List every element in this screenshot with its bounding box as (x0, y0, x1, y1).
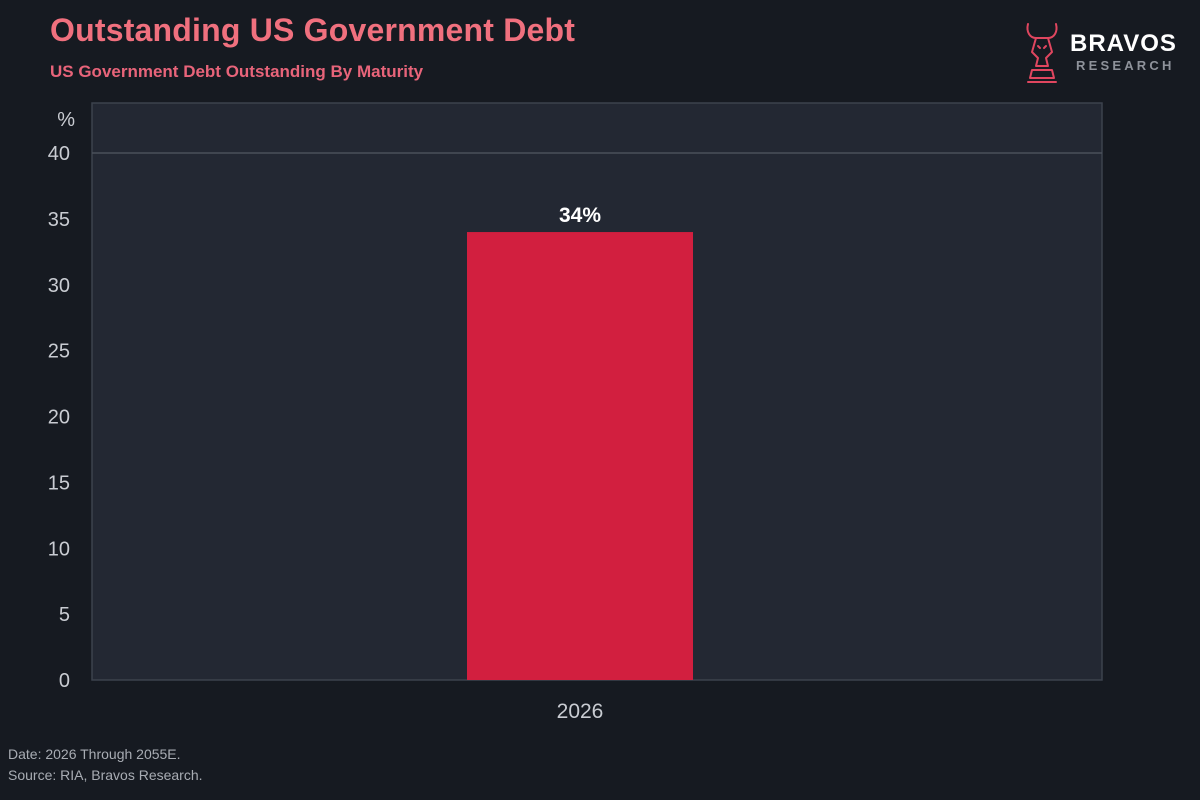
bar-value-label: 34% (559, 204, 601, 227)
chart-subtitle: US Government Debt Outstanding By Maturi… (50, 62, 424, 81)
y-axis-unit: % (57, 109, 75, 131)
logo-subtitle: RESEARCH (1076, 58, 1175, 73)
brand-logo: BRAVOS RESEARCH (1022, 18, 1192, 90)
y-tick-label: 15 (48, 472, 70, 494)
y-tick-label: 35 (48, 209, 70, 231)
chart-title: Outstanding US Government Debt (50, 12, 576, 48)
y-tick-label: 40 (48, 143, 70, 165)
source-note: Source: RIA, Bravos Research. (8, 767, 203, 783)
logo-name: BRAVOS (1070, 30, 1177, 57)
y-axis: 0 5 10 15 20 25 30 35 40 (48, 143, 70, 692)
y-tick-label: 30 (48, 275, 70, 297)
date-note: Date: 2026 Through 2055E. (8, 746, 181, 762)
y-tick-label: 5 (59, 604, 70, 626)
x-tick-label: 2026 (557, 700, 604, 723)
y-tick-label: 20 (48, 407, 70, 429)
bars: 34% (467, 204, 693, 681)
bar (467, 232, 693, 681)
y-tick-label: 0 (59, 670, 70, 692)
y-tick-label: 25 (48, 341, 70, 363)
y-tick-label: 10 (48, 538, 70, 560)
x-axis: 2026 (557, 700, 604, 723)
bull-knight-icon (1026, 23, 1058, 83)
